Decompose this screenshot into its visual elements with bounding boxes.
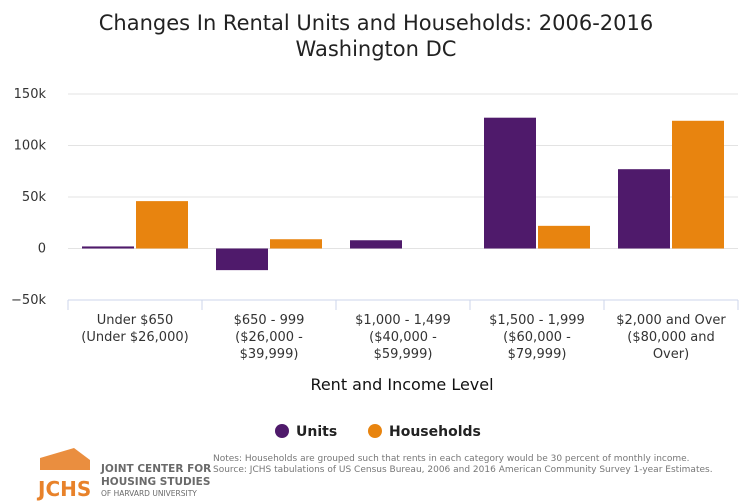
notes-text: Notes: Households are grouped such that … — [213, 454, 690, 464]
chart-title: Changes In Rental Units and Households: … — [99, 11, 654, 35]
logo-abbr: JCHS — [36, 477, 91, 501]
category-label: $1,000 - 1,499 ($40,000 - $59,999) — [355, 313, 451, 362]
category-label-line: ($60,000 - — [503, 330, 571, 345]
category-label-line: $650 - 999 — [234, 313, 305, 328]
category-label-line: Over) — [653, 347, 689, 362]
category-label: $1,500 - 1,999 ($60,000 - $79,999) — [489, 313, 585, 362]
bar-units-0[interactable] — [82, 246, 134, 249]
category-label-line: $79,999) — [508, 347, 567, 362]
y-tick-label: 0 — [38, 242, 46, 257]
legend-swatch-households — [368, 424, 382, 438]
legend-swatch-units — [275, 424, 289, 438]
category-label-line: ($26,000 - — [235, 330, 303, 345]
legend-label-households[interactable]: Households — [389, 424, 481, 440]
y-tick-label: 150k — [14, 87, 47, 102]
bars — [82, 117, 724, 271]
y-axis-ticks: −50k 0 50k 100k 150k — [11, 87, 46, 308]
legend-label-units[interactable]: Units — [296, 424, 337, 440]
bar-units-3[interactable] — [484, 117, 536, 249]
logo-line-2: HOUSING STUDIES — [101, 476, 210, 488]
bar-units-4[interactable] — [618, 169, 670, 249]
bar-households-0[interactable] — [136, 201, 188, 249]
category-label-line: $1,500 - 1,999 — [489, 313, 585, 328]
legend[interactable]: Units Households — [275, 424, 481, 440]
x-axis-label: Rent and Income Level — [310, 375, 493, 394]
bar-households-4[interactable] — [672, 120, 724, 249]
category-label: $650 - 999 ($26,000 - $39,999) — [234, 313, 305, 362]
category-label-line: $2,000 and Over — [616, 313, 726, 328]
logo-line-3: OF HARVARD UNIVERSITY — [101, 489, 197, 498]
category-label: $2,000 and Over ($80,000 and Over) — [616, 313, 726, 362]
jchs-logo: JCHS JOINT CENTER FOR HOUSING STUDIES OF… — [36, 448, 211, 501]
category-label-line: (Under $26,000) — [81, 330, 188, 345]
logo-line-1: JOINT CENTER FOR — [100, 463, 211, 475]
category-label-line: $39,999) — [240, 347, 299, 362]
category-label-line: $1,000 - 1,499 — [355, 313, 451, 328]
category-label-line: ($40,000 - — [369, 330, 437, 345]
x-axis — [67, 299, 739, 310]
source-text: Source: JCHS tabulations of US Census Bu… — [213, 465, 713, 475]
category-labels: Under $650 (Under $26,000) $650 - 999 ($26,… — [81, 313, 726, 362]
category-label-line: $59,999) — [374, 347, 433, 362]
house-icon — [40, 448, 90, 470]
chart-subtitle: Washington DC — [296, 37, 457, 61]
bar-households-3[interactable] — [538, 225, 590, 249]
category-label-line: ($80,000 and — [627, 330, 714, 345]
y-tick-label: −50k — [11, 293, 46, 308]
category-label: Under $650 (Under $26,000) — [81, 313, 188, 345]
y-tick-label: 100k — [14, 139, 47, 154]
bar-households-1[interactable] — [270, 239, 322, 249]
category-label-line: Under $650 — [97, 313, 174, 328]
bar-units-1[interactable] — [216, 248, 268, 271]
bar-units-2[interactable] — [350, 240, 402, 249]
y-tick-label: 50k — [22, 190, 47, 205]
